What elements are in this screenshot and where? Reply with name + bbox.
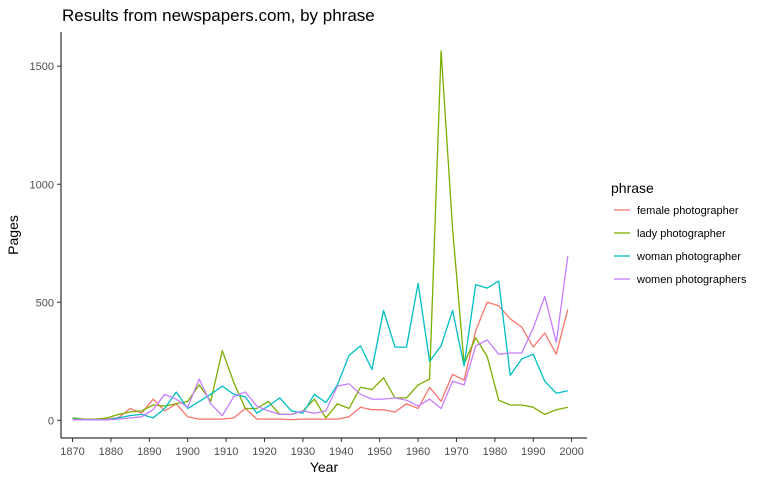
x-tick-label: 1970 <box>444 446 468 458</box>
x-tick-label: 1880 <box>99 446 123 458</box>
x-axis-ticks: 1870 1880 1890 1900 1910 1920 1930 1940 1950 1960… <box>60 438 584 458</box>
x-tick-label: 1950 <box>367 446 391 458</box>
series-layer <box>72 50 569 421</box>
series-line-woman-photographer <box>72 280 568 421</box>
y-axis-title: Pages <box>5 215 21 255</box>
x-tick-label: 1930 <box>291 446 315 458</box>
series-line-female-photographer <box>72 301 569 421</box>
legend-label: female photographer <box>637 205 739 217</box>
y-tick-label: 1000 <box>30 179 54 191</box>
series-line-women-photographers <box>72 256 569 421</box>
x-tick-label: 1940 <box>329 446 353 458</box>
series-line-lady-photographer <box>72 50 568 420</box>
x-tick-label: 1980 <box>483 446 507 458</box>
x-tick-label: 1920 <box>252 446 276 458</box>
legend-label: lady photographer <box>637 228 726 240</box>
legend-label: women photographers <box>636 274 747 286</box>
chart-title: Results from newspapers.com, by phrase <box>62 6 375 25</box>
legend: phrase female photographer lady photograp… <box>611 180 747 286</box>
y-axis-ticks: 0 500 1000 1500 <box>30 61 61 427</box>
plot-area: 1870 1880 1890 1900 1910 1920 1930 1940 1950 1960… <box>30 32 587 458</box>
x-tick-label: 1910 <box>214 446 238 458</box>
y-tick-label: 500 <box>36 297 54 309</box>
x-tick-label: 1890 <box>137 446 161 458</box>
legend-title: phrase <box>611 180 654 196</box>
y-tick-label: 1500 <box>30 61 54 73</box>
x-tick-label: 1900 <box>175 446 199 458</box>
legend-items: female photographer lady photographer woma… <box>614 205 747 286</box>
legend-label: woman photographer <box>636 251 741 263</box>
y-tick-label: 0 <box>48 415 54 427</box>
x-tick-label: 1990 <box>521 446 545 458</box>
x-tick-label: 1870 <box>60 446 84 458</box>
x-tick-label: 2000 <box>559 446 583 458</box>
x-axis-title: Year <box>310 459 339 475</box>
x-tick-label: 1960 <box>406 446 430 458</box>
